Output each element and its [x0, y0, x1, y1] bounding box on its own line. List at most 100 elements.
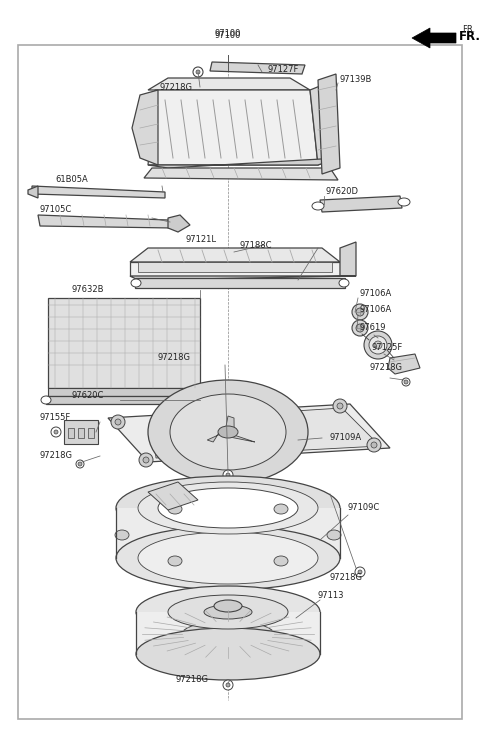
Text: FR.: FR. — [459, 30, 480, 43]
Ellipse shape — [196, 70, 200, 74]
Polygon shape — [148, 90, 318, 165]
Polygon shape — [130, 262, 340, 276]
Ellipse shape — [274, 504, 288, 514]
Ellipse shape — [193, 67, 203, 77]
Ellipse shape — [168, 504, 182, 514]
Text: 97100: 97100 — [215, 31, 241, 40]
Text: 97100: 97100 — [215, 29, 241, 38]
Ellipse shape — [374, 341, 382, 349]
Text: 97139B: 97139B — [340, 76, 372, 84]
Ellipse shape — [223, 470, 233, 480]
Text: 97218G: 97218G — [160, 82, 193, 92]
Ellipse shape — [398, 198, 410, 206]
Polygon shape — [38, 215, 173, 228]
Polygon shape — [132, 90, 158, 165]
Text: 97125F: 97125F — [372, 344, 403, 352]
Bar — [88, 428, 94, 438]
Text: 97106A: 97106A — [360, 289, 392, 299]
Polygon shape — [28, 186, 38, 198]
Ellipse shape — [364, 331, 392, 359]
Polygon shape — [412, 28, 456, 48]
Ellipse shape — [148, 380, 308, 484]
Text: 97109A: 97109A — [330, 434, 362, 443]
Text: 97218G: 97218G — [40, 451, 73, 459]
Ellipse shape — [371, 442, 377, 448]
Text: 97619: 97619 — [360, 324, 386, 333]
Polygon shape — [136, 612, 320, 654]
Text: 97113: 97113 — [318, 592, 345, 600]
Ellipse shape — [214, 600, 242, 612]
Ellipse shape — [223, 680, 233, 690]
Ellipse shape — [312, 202, 324, 210]
Ellipse shape — [131, 279, 141, 287]
Polygon shape — [135, 278, 345, 288]
Polygon shape — [148, 158, 338, 168]
Ellipse shape — [274, 556, 288, 566]
Ellipse shape — [168, 556, 182, 566]
Ellipse shape — [136, 586, 320, 638]
Ellipse shape — [115, 530, 129, 540]
Ellipse shape — [54, 430, 58, 434]
Ellipse shape — [337, 403, 343, 409]
Polygon shape — [340, 242, 356, 276]
Text: 97188C: 97188C — [240, 241, 273, 250]
Text: 97127F: 97127F — [268, 65, 300, 74]
Text: 97620C: 97620C — [72, 391, 104, 401]
Polygon shape — [116, 508, 340, 558]
Polygon shape — [388, 354, 420, 374]
Ellipse shape — [404, 380, 408, 384]
Ellipse shape — [367, 438, 381, 452]
Ellipse shape — [115, 419, 121, 425]
Polygon shape — [108, 404, 390, 462]
Polygon shape — [225, 432, 255, 442]
Polygon shape — [225, 416, 234, 432]
Bar — [48, 298, 200, 388]
Ellipse shape — [158, 488, 298, 528]
Ellipse shape — [352, 304, 368, 320]
Polygon shape — [130, 248, 340, 262]
Ellipse shape — [402, 378, 410, 386]
Ellipse shape — [226, 473, 230, 477]
Ellipse shape — [226, 683, 230, 687]
Ellipse shape — [327, 530, 341, 540]
Text: 97121L: 97121L — [185, 236, 216, 244]
Ellipse shape — [339, 279, 349, 287]
Polygon shape — [210, 62, 305, 74]
Ellipse shape — [168, 595, 288, 629]
Ellipse shape — [139, 453, 153, 467]
Ellipse shape — [138, 482, 318, 534]
Ellipse shape — [369, 336, 387, 354]
Text: 97218G: 97218G — [158, 354, 191, 363]
Bar — [64, 420, 98, 444]
Polygon shape — [310, 82, 338, 165]
Ellipse shape — [182, 621, 274, 647]
Polygon shape — [144, 168, 338, 180]
Ellipse shape — [356, 324, 364, 332]
Text: FR.: FR. — [462, 26, 475, 34]
Ellipse shape — [116, 526, 340, 590]
Polygon shape — [46, 396, 202, 404]
Ellipse shape — [76, 460, 84, 468]
Polygon shape — [130, 276, 356, 280]
Text: 97218G: 97218G — [330, 573, 363, 583]
Bar — [48, 388, 200, 396]
Polygon shape — [152, 408, 380, 458]
Polygon shape — [32, 186, 165, 198]
Ellipse shape — [136, 628, 320, 680]
Text: 97109C: 97109C — [348, 504, 380, 512]
Text: 97155F: 97155F — [40, 413, 71, 421]
Polygon shape — [148, 78, 310, 90]
Text: 97106A: 97106A — [360, 305, 392, 314]
Text: 97218G: 97218G — [370, 363, 403, 372]
Ellipse shape — [352, 320, 368, 336]
Text: 97105C: 97105C — [40, 206, 72, 214]
Ellipse shape — [143, 457, 149, 463]
Ellipse shape — [355, 567, 365, 577]
Ellipse shape — [51, 427, 61, 437]
Text: 97632B: 97632B — [72, 286, 105, 294]
Text: 97218G: 97218G — [175, 675, 208, 685]
Ellipse shape — [356, 308, 364, 316]
Polygon shape — [207, 430, 225, 442]
Polygon shape — [320, 196, 402, 212]
Ellipse shape — [78, 462, 82, 466]
